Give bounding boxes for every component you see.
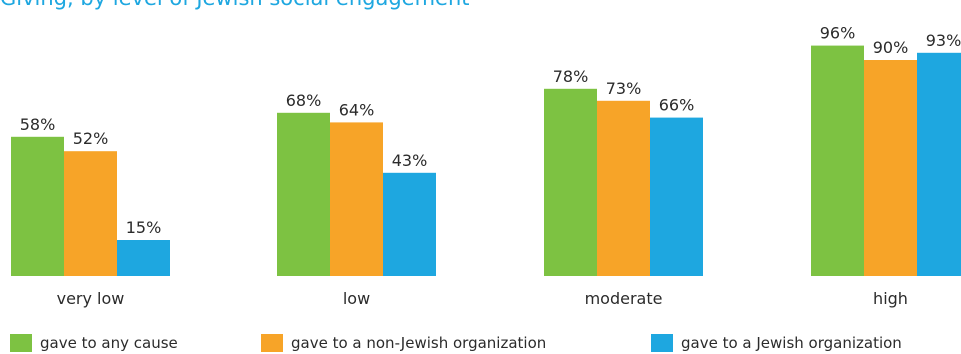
bar-moderate-gave-to-a-non-jewish-organization [597, 100, 650, 276]
bar-moderate-gave-to-a-jewish-organization [650, 117, 703, 276]
legend-swatch-non-jewish [261, 334, 283, 352]
data-label-high-gave-to-any-cause: 96% [820, 24, 856, 43]
legend-item-jewish: gave to a Jewish organization [651, 332, 902, 354]
data-label-very-low-gave-to-a-non-jewish-organization: 52% [73, 129, 109, 148]
legend-item-any-cause: gave to any cause [10, 332, 178, 354]
bar-low-gave-to-a-jewish-organization [383, 172, 436, 276]
data-label-low-gave-to-any-cause: 68% [286, 91, 322, 110]
bar-moderate-gave-to-any-cause [544, 88, 597, 276]
bar-low-gave-to-any-cause [277, 112, 330, 276]
chart-title: Giving, by level of Jewish social engage… [0, 0, 470, 10]
data-label-low-gave-to-a-non-jewish-organization: 64% [339, 100, 375, 119]
data-label-low-gave-to-a-jewish-organization: 43% [392, 151, 428, 170]
bar-very-low-gave-to-a-jewish-organization [117, 240, 170, 276]
bar-very-low-gave-to-any-cause [11, 136, 64, 276]
legend-label-non-jewish: gave to a non-Jewish organization [291, 334, 547, 352]
legend-swatch-jewish [651, 334, 673, 352]
data-label-high-gave-to-a-non-jewish-organization: 90% [873, 38, 909, 57]
bar-high-gave-to-any-cause [811, 45, 864, 276]
bar-low-gave-to-a-non-jewish-organization [330, 122, 383, 277]
data-label-high-gave-to-a-jewish-organization: 93% [926, 31, 961, 50]
bar-high-gave-to-a-non-jewish-organization [864, 60, 917, 276]
data-label-moderate-gave-to-a-jewish-organization: 66% [659, 96, 695, 115]
data-label-moderate-gave-to-any-cause: 78% [553, 67, 589, 86]
data-label-very-low-gave-to-a-jewish-organization: 15% [126, 218, 162, 237]
category-label-moderate: moderate [585, 289, 663, 308]
data-label-moderate-gave-to-a-non-jewish-organization: 73% [606, 79, 642, 98]
legend-label-jewish: gave to a Jewish organization [681, 334, 902, 352]
legend-swatch-any-cause [10, 334, 32, 352]
legend: gave to any cause gave to a non-Jewish o… [0, 332, 961, 354]
category-label-low: low [343, 289, 370, 308]
legend-item-non-jewish: gave to a non-Jewish organization [261, 332, 546, 354]
bar-high-gave-to-a-jewish-organization [917, 52, 961, 276]
category-label-high: high [873, 289, 908, 308]
category-label-very-low: very low [57, 289, 125, 308]
bar-very-low-gave-to-a-non-jewish-organization [64, 151, 117, 276]
data-label-very-low-gave-to-any-cause: 58% [20, 115, 56, 134]
legend-label-any-cause: gave to any cause [40, 334, 178, 352]
